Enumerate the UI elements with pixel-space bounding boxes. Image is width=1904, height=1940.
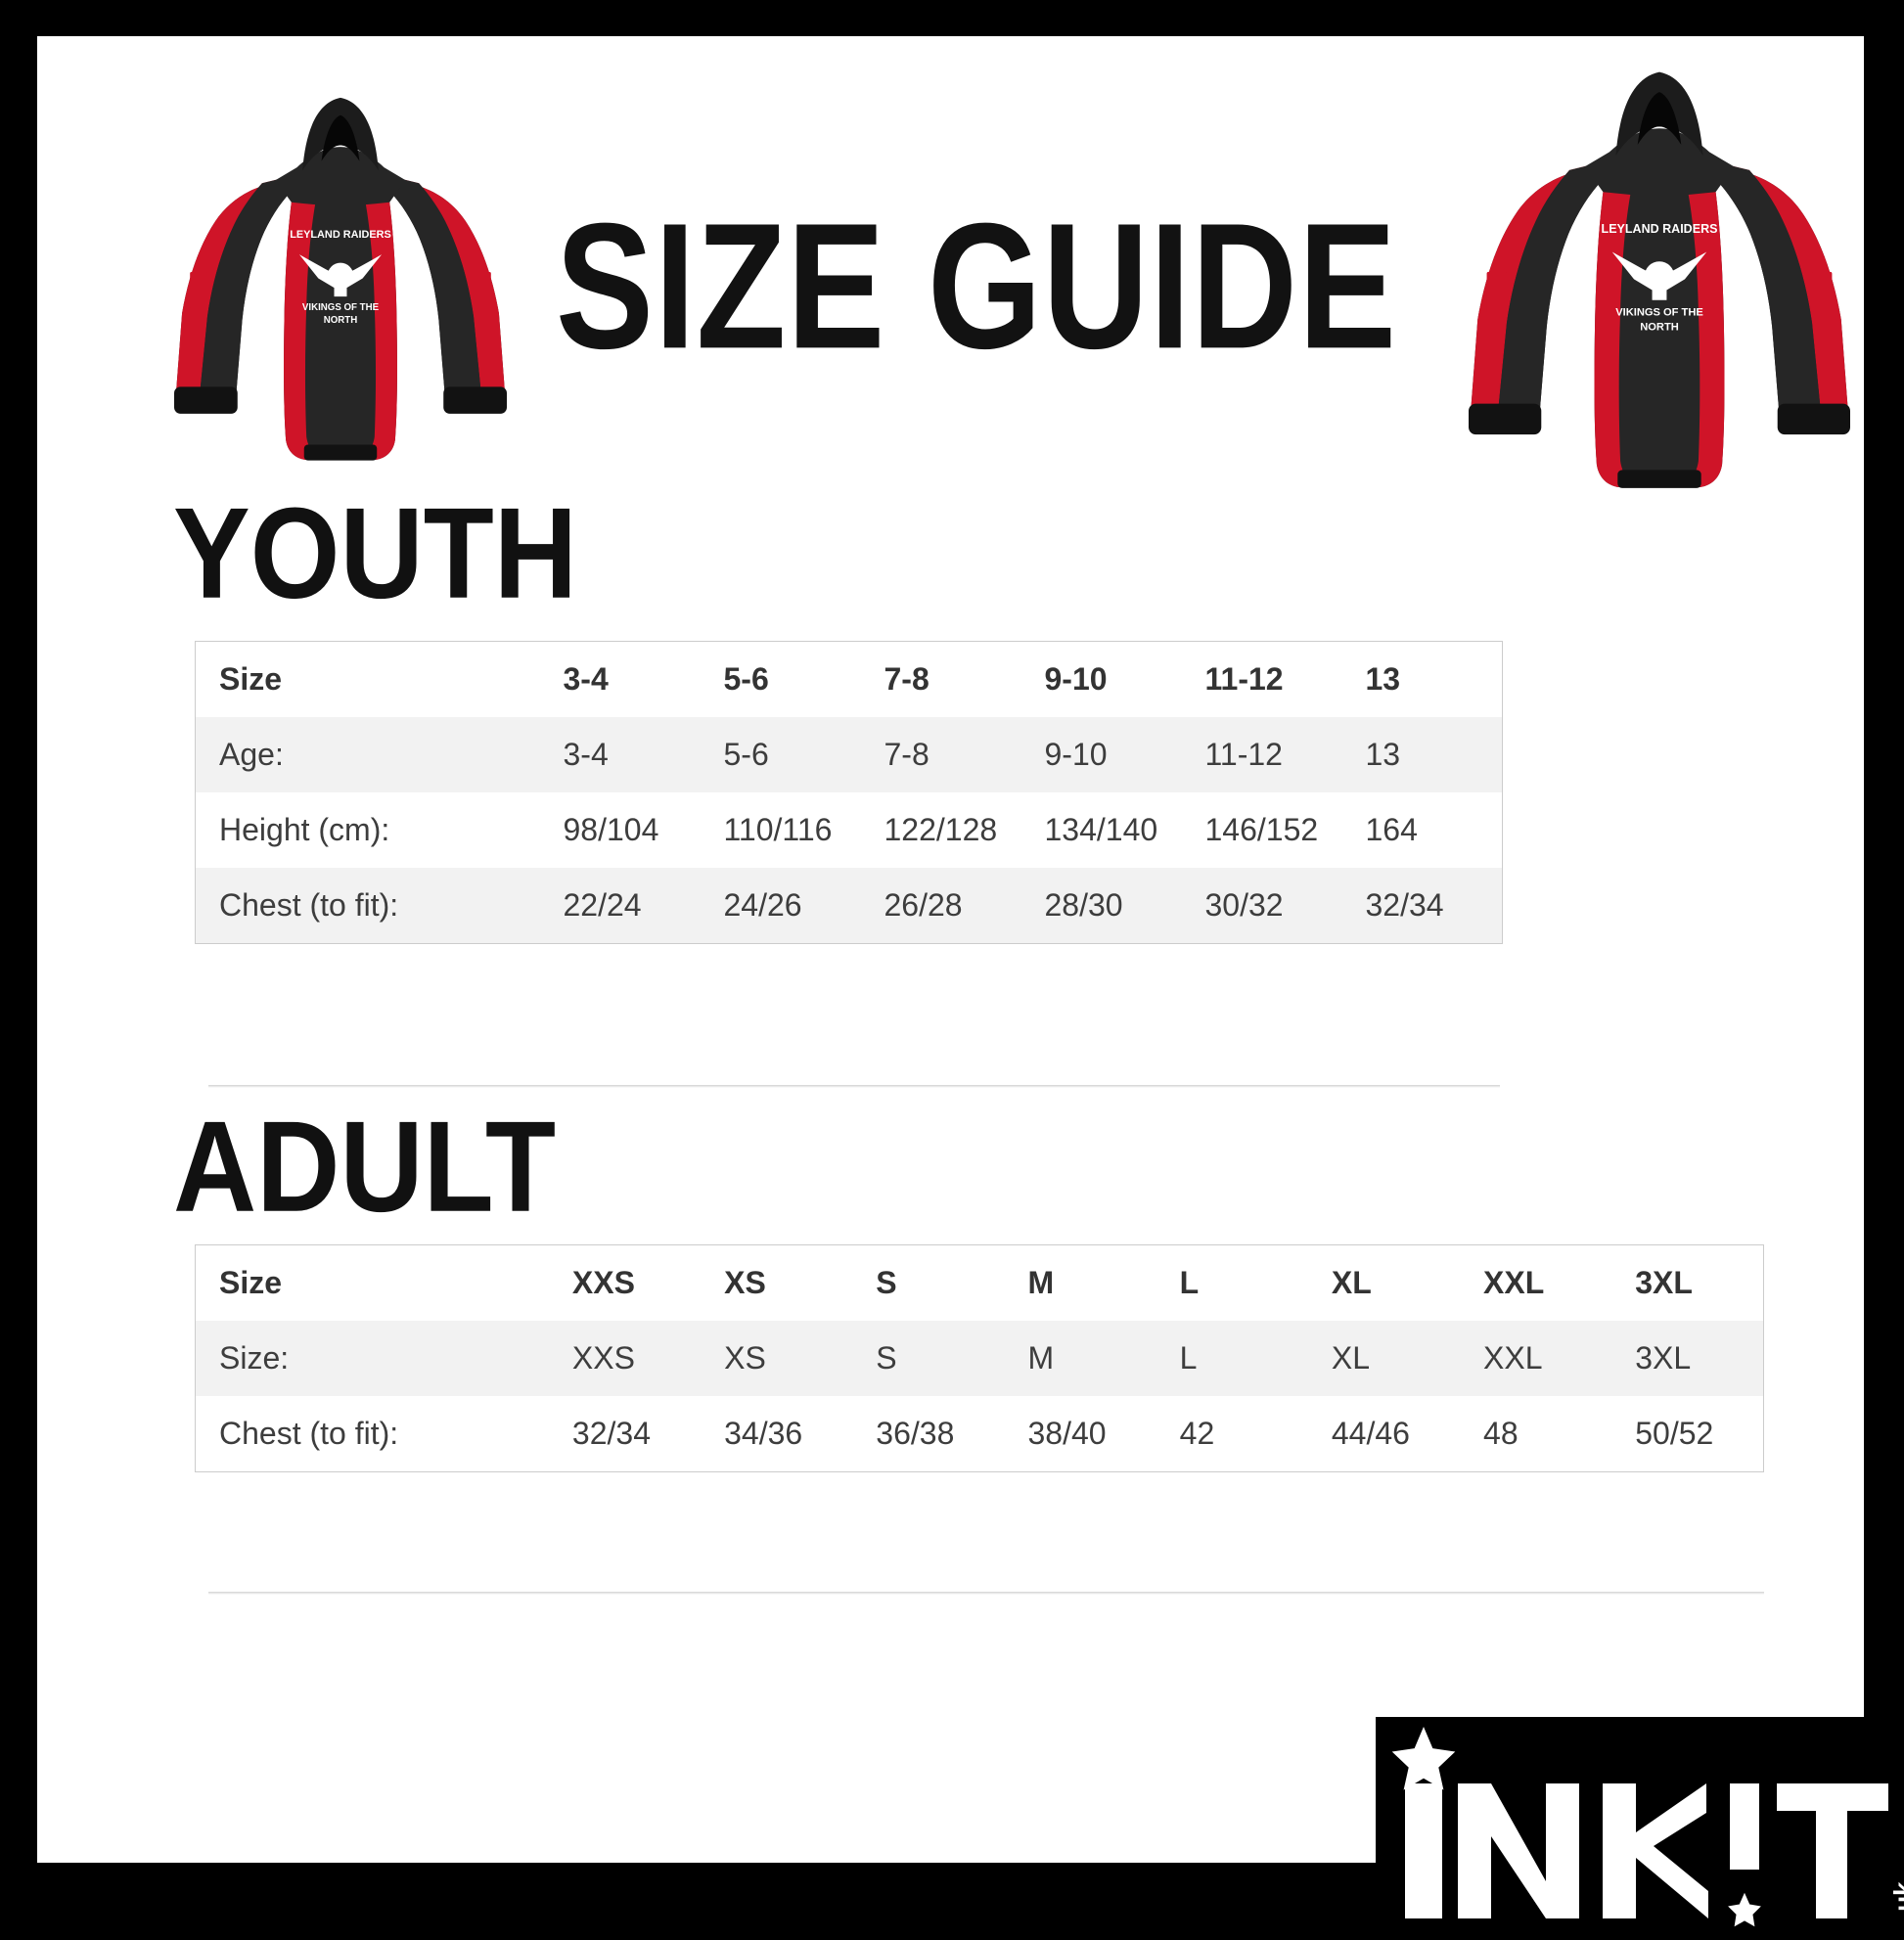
svg-text:LEYLAND RAIDERS: LEYLAND RAIDERS: [1602, 222, 1718, 236]
svg-text:LEYLAND RAIDERS: LEYLAND RAIDERS: [290, 229, 391, 241]
svg-text:NORTH: NORTH: [1640, 321, 1679, 333]
svg-text:NORTH: NORTH: [324, 315, 358, 326]
svg-text:.uk: .uk: [1888, 1881, 1904, 1918]
svg-text:VIKINGS OF THE: VIKINGS OF THE: [1615, 307, 1703, 319]
svg-text:VIKINGS OF THE: VIKINGS OF THE: [302, 302, 380, 313]
